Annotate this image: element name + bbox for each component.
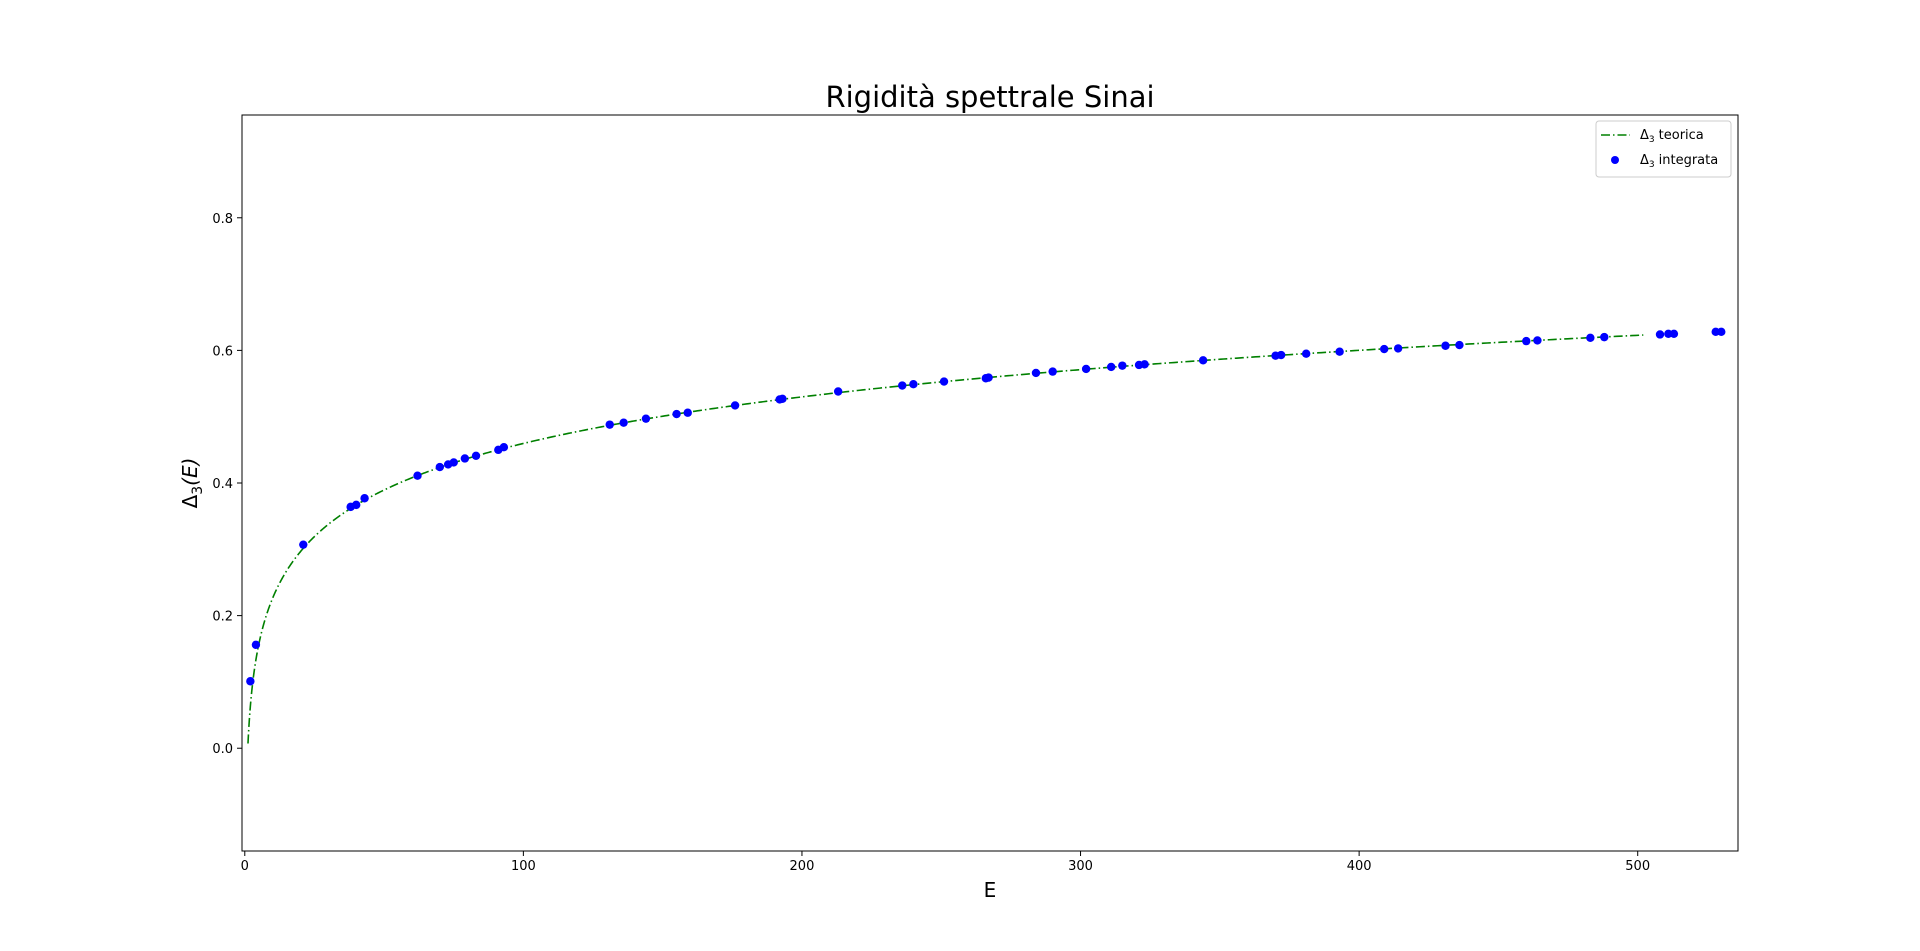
legend-theory-symbol: Δ bbox=[1640, 128, 1649, 143]
legend-theory-name: teorica bbox=[1659, 128, 1704, 143]
data-point bbox=[672, 409, 681, 419]
y-tick-label: 0.6 bbox=[212, 344, 233, 359]
x-tick-label: 0 bbox=[241, 859, 249, 874]
data-point bbox=[1455, 340, 1464, 350]
y-tick-label: 0.8 bbox=[212, 212, 233, 227]
y-tick-label: 0.0 bbox=[212, 742, 233, 757]
data-point bbox=[1031, 368, 1041, 378]
data-point bbox=[251, 640, 261, 649]
theory-curve bbox=[247, 334, 1644, 744]
data-point bbox=[352, 500, 361, 510]
y-axis-title-argument: (E) bbox=[178, 458, 202, 486]
data-point bbox=[413, 471, 422, 480]
y-axis: 0.0 0.2 0.4 0.6 0.8 bbox=[212, 212, 242, 757]
data-point bbox=[360, 494, 369, 503]
data-point bbox=[1655, 330, 1665, 339]
legend-dot-swatch bbox=[1611, 156, 1619, 164]
x-tick-label: 500 bbox=[1625, 859, 1650, 874]
x-tick-label: 200 bbox=[790, 859, 815, 874]
data-point bbox=[1669, 329, 1679, 339]
data-point bbox=[449, 458, 458, 467]
data-point bbox=[605, 420, 614, 429]
y-axis-title: Δ3(E) bbox=[178, 458, 206, 509]
data-point bbox=[1198, 356, 1208, 365]
data-point bbox=[1380, 344, 1389, 354]
y-tick-label: 0.4 bbox=[212, 477, 233, 492]
y-axis-title-subscript: 3 bbox=[190, 486, 206, 495]
x-tick-label: 400 bbox=[1347, 859, 1372, 874]
data-point bbox=[909, 380, 918, 389]
legend-integrated-subscript: 3 bbox=[1649, 160, 1655, 170]
legend-label-integrated: Δ3 integrata bbox=[1640, 153, 1718, 170]
data-point bbox=[1081, 364, 1091, 374]
data-point bbox=[730, 401, 740, 410]
data-point bbox=[984, 373, 993, 382]
data-point bbox=[641, 414, 651, 423]
data-point bbox=[1048, 367, 1057, 376]
data-point bbox=[1533, 336, 1542, 345]
data-point bbox=[778, 394, 787, 403]
legend-integrated-symbol: Δ bbox=[1640, 153, 1649, 168]
plot-area bbox=[241, 114, 1739, 852]
legend-label-theory: Δ3 teorica bbox=[1640, 128, 1704, 145]
data-point bbox=[1140, 360, 1149, 369]
data-point bbox=[1393, 344, 1403, 353]
x-tick-label: 100 bbox=[511, 859, 536, 874]
data-point bbox=[1586, 333, 1595, 342]
data-point bbox=[1118, 361, 1127, 370]
data-point bbox=[499, 442, 509, 452]
chart-title: Rigidità spettrale Sinai bbox=[825, 80, 1154, 114]
data-point bbox=[471, 451, 481, 461]
legend-theory-subscript: 3 bbox=[1649, 135, 1655, 145]
data-point bbox=[435, 462, 444, 472]
data-point bbox=[833, 387, 843, 396]
plot-background bbox=[242, 115, 1738, 851]
data-point bbox=[299, 540, 308, 549]
data-point bbox=[1276, 350, 1286, 360]
data-point bbox=[1717, 327, 1726, 337]
x-tick-label: 300 bbox=[1068, 859, 1093, 874]
data-point bbox=[1441, 341, 1450, 350]
legend: Δ3 teorica Δ3 integrata bbox=[1595, 120, 1732, 178]
data-point bbox=[1600, 332, 1609, 342]
x-axis-title: E bbox=[984, 878, 997, 902]
data-point bbox=[1335, 347, 1344, 356]
data-point bbox=[898, 381, 907, 390]
data-point bbox=[1301, 349, 1311, 358]
data-points bbox=[246, 327, 1726, 686]
data-point bbox=[246, 677, 255, 686]
legend-integrated-name: integrata bbox=[1659, 153, 1719, 168]
y-axis-title-symbol: Δ bbox=[178, 494, 202, 508]
data-point bbox=[1106, 362, 1116, 372]
data-point bbox=[460, 454, 470, 463]
x-axis: 0 100 200 300 400 500 bbox=[241, 851, 1650, 874]
data-point bbox=[619, 418, 628, 427]
data-point bbox=[1522, 336, 1531, 346]
data-point bbox=[683, 408, 692, 417]
y-tick-label: 0.2 bbox=[212, 610, 233, 625]
data-point bbox=[939, 377, 949, 386]
